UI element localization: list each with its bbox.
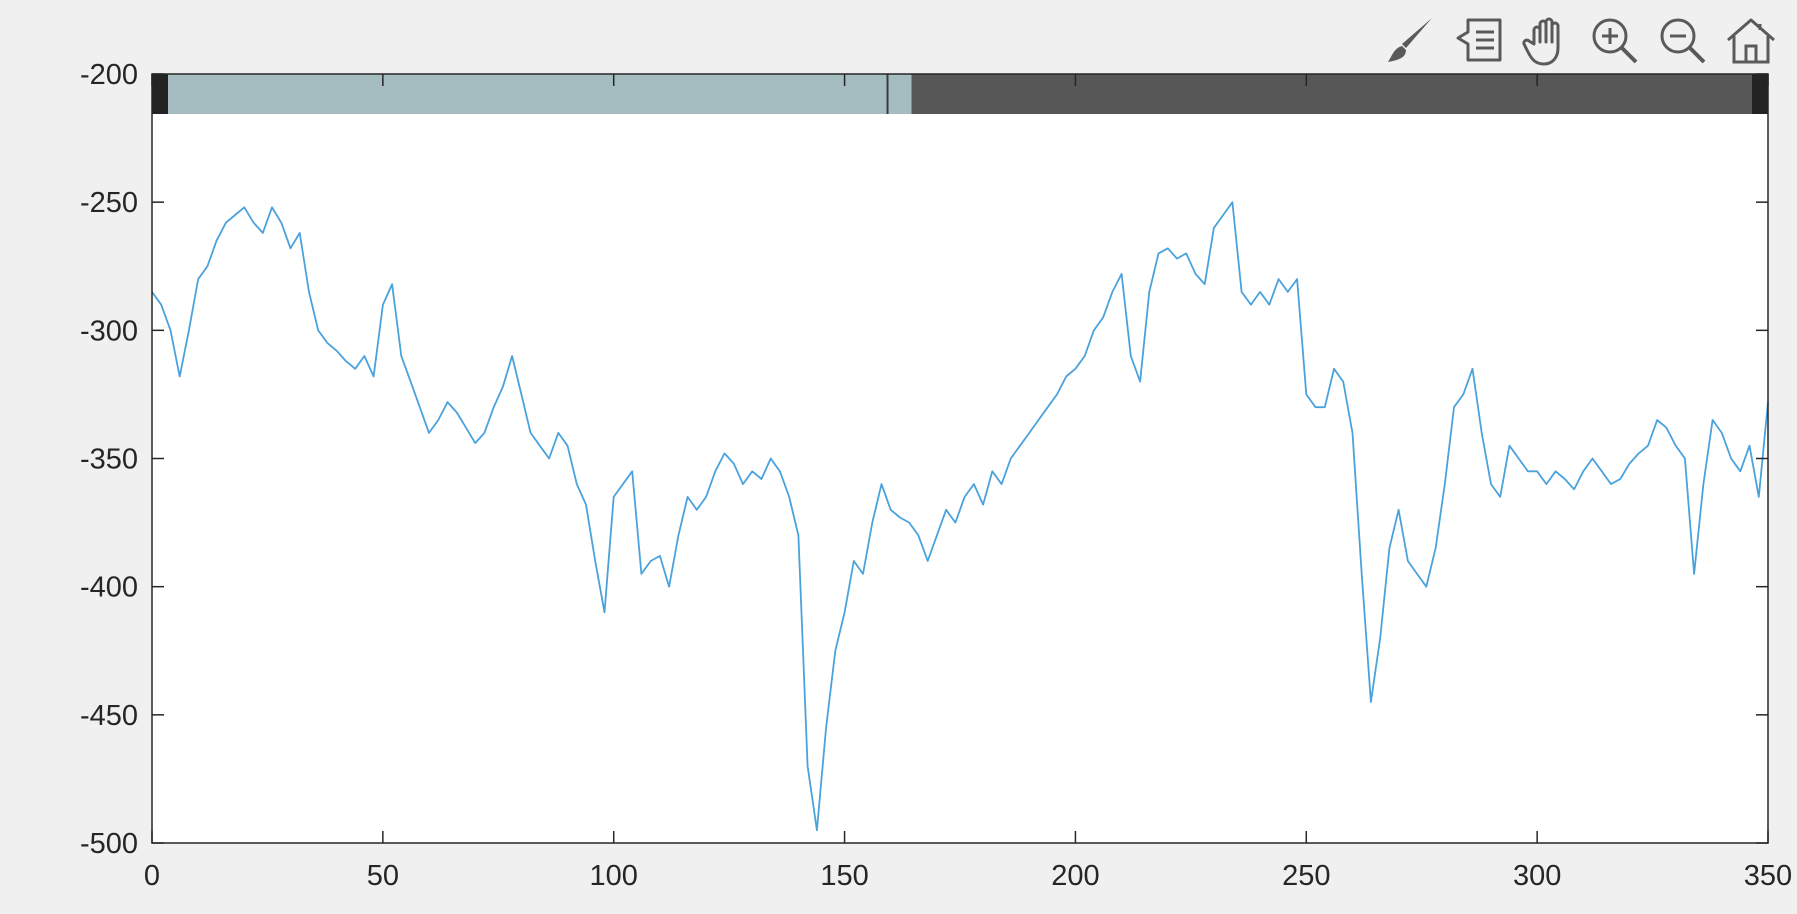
series-line <box>151 201 1769 832</box>
plot-area <box>152 74 1768 843</box>
y-tick-label: -200 <box>80 59 138 91</box>
x-tick-label: 100 <box>590 860 638 892</box>
time-scrollbar[interactable] <box>152 74 1768 114</box>
x-tick-label: 50 <box>367 860 399 892</box>
axes: 0 50 100 150 200 250 300 350 -200 -250 -300 -350 -40… <box>80 59 1792 892</box>
y-tick-label: -350 <box>80 444 138 476</box>
y-tick-label: -450 <box>80 700 138 732</box>
zoom-out-button[interactable] <box>1652 10 1714 72</box>
x-tick-label: 350 <box>1744 860 1792 892</box>
y-tick-label: -500 <box>80 828 138 860</box>
home-icon <box>1727 18 1775 64</box>
brush-button[interactable] <box>1380 10 1442 72</box>
home-button[interactable] <box>1720 10 1782 72</box>
pan-button[interactable] <box>1516 10 1578 72</box>
x-tick-label: 0 <box>144 860 160 892</box>
pan-hand-icon <box>1522 17 1560 66</box>
x-tick-label: 250 <box>1282 860 1330 892</box>
axes-toolbar <box>1322 10 1782 72</box>
scrollbar-thumb[interactable] <box>168 74 912 114</box>
data-layer <box>151 201 1769 832</box>
datatip-icon <box>1456 18 1502 62</box>
zoom-out-icon <box>1660 18 1706 64</box>
brush-icon <box>1388 18 1432 62</box>
x-tick-label: 150 <box>820 860 868 892</box>
zoom-in-button[interactable] <box>1584 10 1646 72</box>
x-tick-label: 200 <box>1051 860 1099 892</box>
scrollbar-right-handle[interactable] <box>1752 74 1768 114</box>
y-tick-label: -250 <box>80 187 138 219</box>
datatip-button[interactable] <box>1448 10 1510 72</box>
x-tick-label: 300 <box>1513 860 1561 892</box>
y-tick-label: -400 <box>80 572 138 604</box>
y-tick-label: -300 <box>80 315 138 347</box>
scrollbar-left-handle[interactable] <box>152 74 168 114</box>
zoom-in-icon <box>1592 18 1638 64</box>
